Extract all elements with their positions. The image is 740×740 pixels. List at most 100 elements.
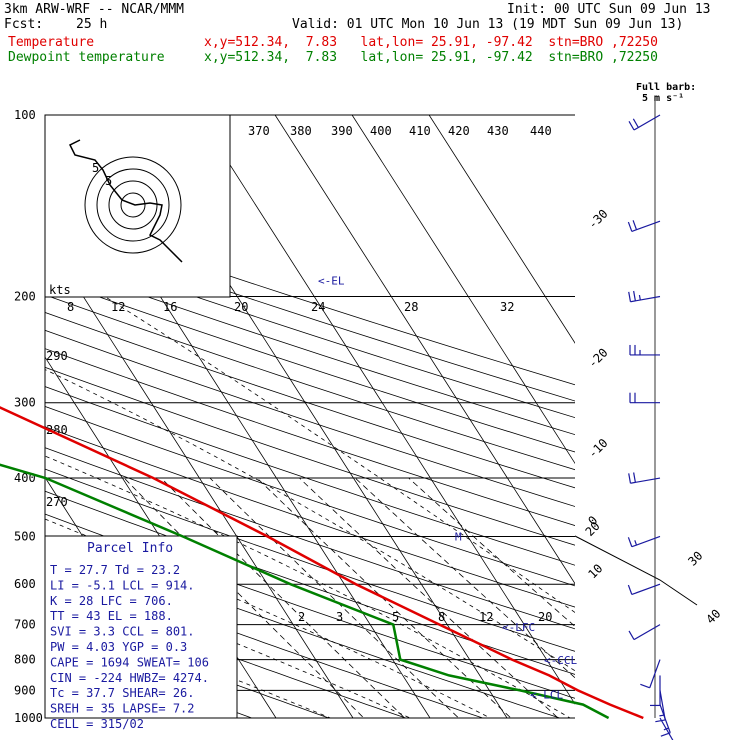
moist-adiabats <box>45 296 575 718</box>
parcel-row: CELL = 315/02 <box>50 717 144 731</box>
dry-adiabat <box>45 405 575 587</box>
mixing-ratio-label: 20 <box>538 610 552 624</box>
barb-shaft <box>659 690 666 721</box>
barb-shaft <box>631 535 661 548</box>
barb-flag <box>628 291 632 302</box>
parcel-box-frame <box>44 535 238 719</box>
dewpoint-line <box>0 463 610 720</box>
parcel-row: PW = 4.03 YGP = 0.3 <box>50 640 187 654</box>
theta-label: 390 <box>331 124 353 138</box>
parcel-info-box: Parcel Info T = 27.7 Td = 23.2LI = -5.1 L… <box>44 535 238 731</box>
dry-adiabat <box>45 612 330 718</box>
pressure-label: 700 <box>14 618 36 632</box>
wind-barb <box>627 535 661 548</box>
valid-time: Valid: 01 UTC Mon 10 Jun 13 (19 MDT Sun … <box>292 17 684 32</box>
isotherm-label: -30 <box>585 207 610 232</box>
temperature-location: x,y=512.34, 7.83 lat,lon= 25.91, -97.42 … <box>204 35 658 50</box>
pressure-label: 100 <box>14 108 36 122</box>
level-markers: <-EL <-LFC <-CCL <-LCL M <box>318 274 577 701</box>
barb-flag <box>628 473 632 484</box>
mixing-ratio-label: 12 <box>479 610 493 624</box>
marker-el: <-EL <box>318 274 345 287</box>
barb-flag <box>627 584 633 595</box>
pressure-label: 500 <box>14 529 36 543</box>
wind-barb <box>629 344 660 356</box>
dry-adiabat <box>45 586 407 718</box>
mixing-ratio-label: 8 <box>67 300 74 314</box>
dry-adiabat <box>45 426 575 608</box>
theta-label: 370 <box>248 124 270 138</box>
parcel-row: LI = -5.1 LCL = 914. <box>50 578 195 592</box>
mixing-ratio-line <box>299 477 559 718</box>
mixing-ratio-label: 24 <box>311 300 325 314</box>
mixing-ratio-label: 32 <box>500 300 514 314</box>
wind-barbs <box>627 114 674 740</box>
barb-flag <box>660 732 671 737</box>
dry-adiabat <box>45 447 575 630</box>
marker-lfc: <-LFC <box>502 621 535 634</box>
barb-flag <box>640 683 650 689</box>
dewpoint-location: x,y=512.34, 7.83 lat,lon= 25.91, -97.42 … <box>204 50 658 65</box>
mixing-ratio-label: 20 <box>234 300 248 314</box>
barb-flag <box>655 719 666 723</box>
parcel-row: CAPE = 1694 SWEAT= 106 <box>50 655 209 669</box>
hodograph-ring <box>96 168 170 242</box>
hodograph-unit: kts <box>49 283 71 297</box>
dry-adiabat <box>45 490 575 675</box>
isotherm-label: -10 <box>585 436 610 461</box>
model-title: 3km ARW-WRF -- NCAR/MMM <box>4 2 185 17</box>
temperature-line <box>0 406 644 720</box>
init-time: Init: 00 UTC Sun 09 Jun 13 <box>507 2 711 17</box>
dry-adiabat <box>45 244 575 419</box>
barb-legend-title: Full barb: <box>636 82 697 93</box>
pressure-label: 800 <box>14 653 36 667</box>
wind-barb <box>627 583 661 596</box>
parcel-row: CIN = -224 HWBZ= 4274. <box>50 671 209 685</box>
forecast-label: Fcst: <box>4 17 44 32</box>
barb-flag <box>633 472 636 483</box>
wind-barb <box>627 220 661 233</box>
theta-label: 380 <box>290 124 312 138</box>
marker-lcl: <-LCL <box>530 688 563 701</box>
theta-label: 400 <box>370 124 392 138</box>
forecast-hours: 25 h <box>76 17 108 32</box>
barb-shaft <box>649 659 661 688</box>
isotherm-line <box>428 115 575 344</box>
parcel-title: Parcel Info <box>87 541 173 556</box>
mixing-ratio-line <box>123 477 365 718</box>
theta-e-label: 280 <box>46 423 68 437</box>
pressure-label: 600 <box>14 577 36 591</box>
wind-barb <box>628 290 661 303</box>
barb-legend-unit: 5 m s⁻¹ <box>642 93 685 104</box>
wind-barb <box>628 472 661 484</box>
dry-adiabat <box>45 294 575 471</box>
wind-barb <box>628 624 661 641</box>
wind-barb <box>640 659 661 689</box>
isotherm-label: 10 <box>585 561 605 581</box>
isotherm-line <box>274 115 575 585</box>
parcel-row: Tc = 37.7 SHEAR= 26. <box>50 686 195 700</box>
theta-e-label: 270 <box>46 495 68 509</box>
hodograph-ring <box>108 180 158 230</box>
moist-adiabat <box>45 603 332 718</box>
mixing-ratio-label: 16 <box>163 300 177 314</box>
theta-label: 410 <box>409 124 431 138</box>
parcel-row: SVI = 3.3 CCL = 801. <box>50 625 195 639</box>
dry-adiabat <box>45 348 575 527</box>
dry-adiabat <box>45 311 575 489</box>
mixing-ratio-label: 12 <box>111 300 125 314</box>
barb-half <box>659 714 665 717</box>
mixing-ratio-label: 2 <box>298 610 305 624</box>
theta-label: 430 <box>487 124 509 138</box>
outline <box>574 535 698 606</box>
pressure-label: 300 <box>14 396 36 410</box>
mixing-ratio-label: 28 <box>404 300 418 314</box>
mixing-ratio-line <box>256 477 512 718</box>
barb-half <box>663 727 669 731</box>
theta-label: 440 <box>530 124 552 138</box>
profiles <box>0 406 644 720</box>
isotherm-label: 40 <box>703 606 723 626</box>
wind-barb <box>628 114 661 131</box>
